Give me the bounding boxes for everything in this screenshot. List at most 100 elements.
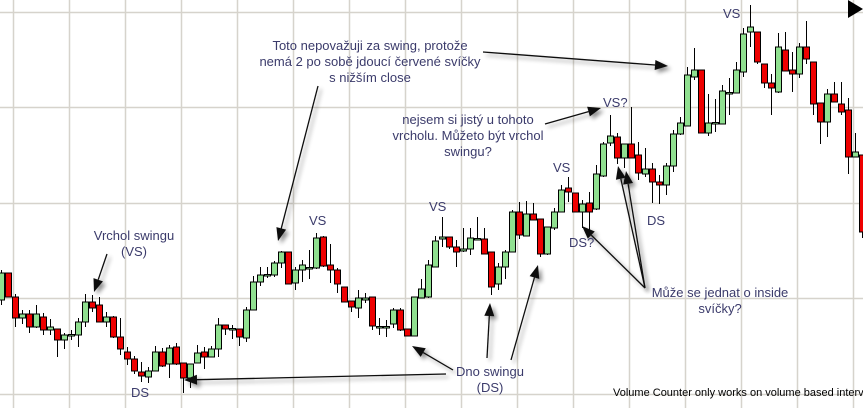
candle-up [523,201,530,237]
candle-down [586,192,593,230]
candle-body [579,203,586,213]
candle-down [838,82,845,115]
candle-up [355,290,362,318]
candle-body [593,173,600,210]
candle-up [684,67,691,127]
candle-body [649,168,656,183]
candle-up [747,5,754,47]
arrow-head-icon [587,106,601,117]
candle-down [54,328,61,357]
candle-body [54,328,61,341]
candle-body [845,109,852,158]
candle-up [306,250,313,279]
candle-down [565,177,572,202]
candle-body [523,213,530,237]
candle-body [474,238,481,241]
label-ds-question: DS? [569,235,595,250]
candle-up [103,312,110,327]
candle-up [250,276,257,311]
candle-body [390,309,397,325]
candle-up [208,346,215,358]
candle-body [838,103,845,113]
candle-body [348,300,355,308]
candle-up [194,345,201,364]
arrow-head-icon [184,374,198,385]
arrow-head-icon [654,60,668,71]
candle-body [285,251,292,285]
candle-up [271,261,278,277]
candle-down [635,142,642,180]
candle-body [796,46,803,75]
candle-body [110,316,117,338]
arrow [276,85,319,241]
candle-up [47,319,54,335]
candle-down [138,362,145,382]
candle-body [803,46,810,60]
annotation-line: (VS) [121,244,147,259]
arrow [544,106,601,125]
candle-down [236,328,243,346]
candle-body [369,296,376,327]
candle-body [733,69,740,94]
candle-body [236,328,243,338]
candle-down [782,32,789,72]
candle-up [75,318,82,347]
annotation-line: Vrchol swingu [93,228,175,243]
arrow [615,166,646,289]
candle-down [348,300,355,312]
arrow-line [482,51,656,66]
candle-up [705,94,712,136]
candle-body [852,151,859,158]
annotation-line: (DS) [476,380,504,395]
candle-down [649,163,656,203]
candle-down [222,324,229,335]
candle-down [117,318,124,355]
candle-body [446,236,453,248]
arrow-head-icon [615,166,626,180]
candle-up [593,165,600,210]
arrow-line [486,315,490,359]
candle-body [740,33,747,73]
candle-down [397,308,404,331]
candle-body [509,211,516,253]
candle-body [47,326,54,331]
candle-up [19,310,26,324]
annotation-muze: Může se jednat o inside svíčky? [640,285,800,317]
candle-down [537,218,544,257]
play-triangle-icon[interactable] [848,0,863,18]
arrow-line [196,373,447,381]
candle-up [544,226,551,255]
candle-body [215,324,222,350]
candle-up [152,346,159,372]
candle-down [845,98,852,174]
candle-body [572,192,579,213]
candle-up [243,307,250,342]
candle-up [33,305,40,328]
candle-up [0,270,5,305]
candle-body [40,316,47,331]
candle-body [124,351,131,360]
candle-body [229,328,236,331]
annotation-line: nemá 2 po sobě jdoucí červené svíčky [259,54,481,69]
candle-down [810,61,817,115]
candle-body [684,74,691,127]
candle-body [180,362,187,379]
candle-down [173,343,180,365]
candle-body [418,288,425,299]
candle-up [460,228,467,252]
candle-body [537,218,544,255]
candle-down [40,313,47,335]
candle-body [761,63,768,84]
candle-up [390,308,397,328]
candle-up [607,115,614,146]
candle-body [271,262,278,276]
candle-body [432,240,439,268]
candle-body [411,296,418,337]
candle-body [502,251,509,268]
candle-body [96,304,103,323]
candle-down [516,202,523,239]
candle-body [292,269,299,284]
candle-body [691,69,698,78]
candle-body [467,237,474,250]
candle-body [516,211,523,236]
